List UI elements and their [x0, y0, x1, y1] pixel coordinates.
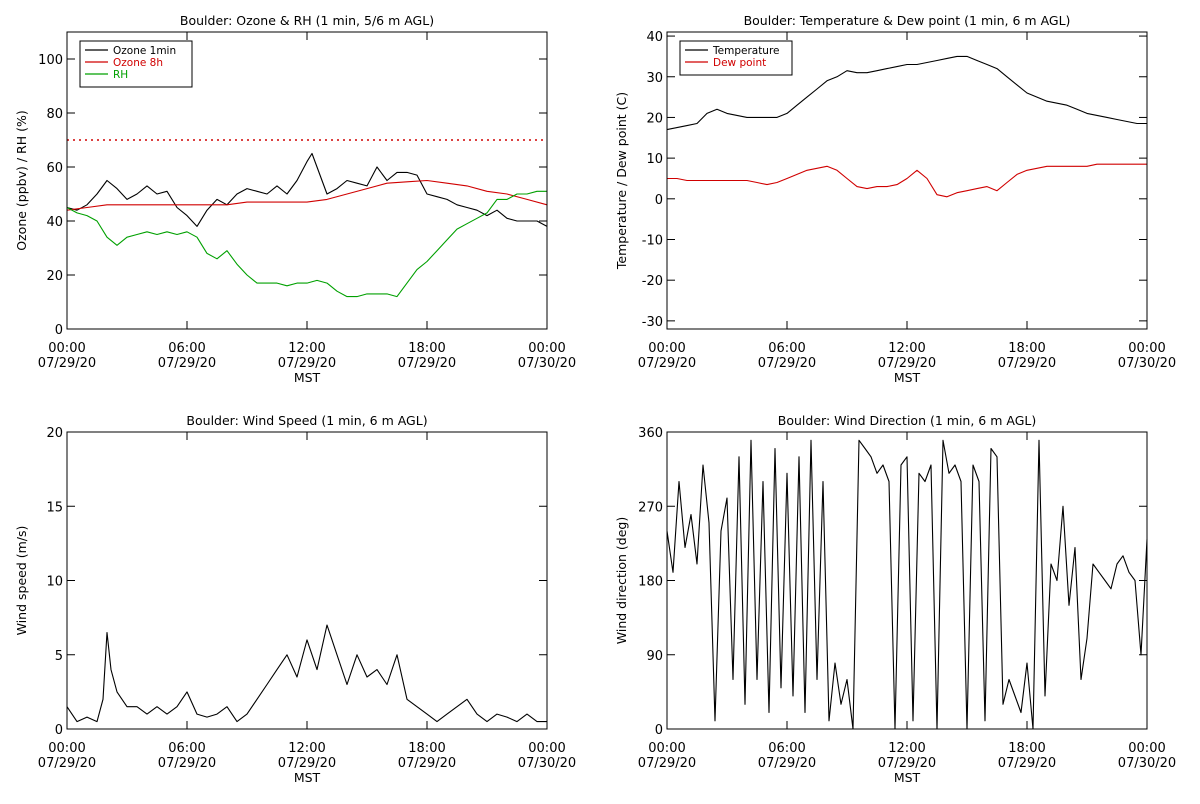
x-axis-label: MST [894, 770, 921, 785]
legend-box [79, 40, 193, 88]
x-tick-label-date: 07/29/20 [758, 756, 816, 771]
chart-panel-2: Boulder: Temperature & Dew point (1 min,… [614, 13, 1176, 385]
x-tick-label-date: 07/29/20 [638, 356, 696, 371]
y-tick-label: 180 [638, 575, 663, 590]
x-tick-label-date: 07/30/20 [1118, 356, 1176, 371]
legend-label: Temperature [712, 45, 780, 57]
series-line-1 [66, 624, 547, 723]
y-tick-label: 60 [46, 161, 63, 176]
y-tick-label: 10 [646, 152, 663, 167]
x-tick-label-time: 06:00 [168, 341, 205, 356]
x-tick-label-time: 00:00 [1128, 741, 1165, 756]
y-tick-label: -30 [642, 315, 663, 330]
x-tick-label-time: 12:00 [288, 341, 325, 356]
x-tick-label-time: 12:00 [888, 341, 925, 356]
y-tick-label: 20 [646, 111, 663, 126]
y-tick-label: 40 [646, 30, 663, 45]
y-axis-label: Wind speed (m/s) [14, 526, 29, 636]
x-tick-label-date: 07/29/20 [878, 356, 936, 371]
legend-label: RH [113, 69, 128, 81]
x-tick-label-date: 07/29/20 [158, 756, 216, 771]
chart-title: Boulder: Wind Direction (1 min, 6 m AGL) [778, 413, 1036, 428]
series-line-rh [66, 190, 547, 298]
x-tick-label-date: 07/29/20 [998, 356, 1056, 371]
x-tick-label-date: 07/29/20 [398, 756, 456, 771]
x-tick-label-time: 06:00 [768, 741, 805, 756]
y-tick-label: 20 [46, 269, 63, 284]
y-tick-label: 30 [646, 71, 663, 86]
x-tick-label-date: 07/29/20 [398, 356, 456, 371]
series-line-temperature [666, 55, 1147, 131]
legend-box [679, 40, 793, 76]
y-tick-label: 20 [46, 426, 63, 441]
y-tick-label: 0 [655, 723, 663, 738]
x-tick-label-time: 00:00 [48, 741, 85, 756]
x-tick-label-time: 06:00 [768, 341, 805, 356]
y-tick-label: 90 [646, 649, 663, 664]
chart-title: Boulder: Wind Speed (1 min, 6 m AGL) [186, 413, 427, 428]
x-tick-label-date: 07/29/20 [758, 356, 816, 371]
y-tick-label: 360 [638, 426, 663, 441]
y-tick-label: 0 [55, 723, 63, 738]
x-tick-label-time: 12:00 [888, 741, 925, 756]
series-line-ozone-8h [66, 179, 548, 211]
chart-title: Boulder: Temperature & Dew point (1 min,… [744, 13, 1071, 28]
chart-panel-3: Boulder: Wind Speed (1 min, 6 m AGL) 0 5 10… [14, 413, 576, 785]
x-tick-label-date: 07/29/20 [38, 356, 96, 371]
x-tick-label-date: 07/29/20 [638, 756, 696, 771]
y-tick-label: 0 [55, 323, 63, 338]
x-axis-label: MST [294, 370, 321, 385]
x-tick-label-date: 07/29/20 [38, 756, 96, 771]
y-tick-label: 0 [655, 193, 663, 208]
x-axis-label: MST [294, 770, 321, 785]
x-tick-label-date: 07/30/20 [518, 356, 576, 371]
x-tick-label-time: 00:00 [1128, 341, 1165, 356]
y-axis-label: Ozone (ppbv) / RH (%) [14, 110, 29, 250]
y-tick-label: 80 [46, 107, 63, 122]
y-axis-label: Temperature / Dew point (C) [614, 92, 629, 270]
y-tick-label: -10 [642, 233, 663, 248]
x-tick-label-time: 18:00 [1008, 741, 1045, 756]
x-tick-label-date: 07/29/20 [158, 356, 216, 371]
y-tick-label: 40 [46, 215, 63, 230]
x-tick-label-time: 00:00 [528, 741, 565, 756]
x-tick-label-date: 07/29/20 [278, 756, 336, 771]
x-tick-label-time: 18:00 [408, 741, 445, 756]
y-tick-label: 270 [638, 500, 663, 515]
y-tick-label: 15 [46, 500, 63, 515]
x-tick-label-date: 07/29/20 [998, 756, 1056, 771]
y-tick-label: -20 [642, 274, 663, 289]
chart-panel-1: Boulder: Ozone & RH (1 min, 5/6 m AGL) 0 2… [14, 13, 576, 385]
x-tick-label-time: 00:00 [648, 741, 685, 756]
x-tick-label-time: 12:00 [288, 741, 325, 756]
legend-label: Ozone 1min [113, 45, 176, 57]
series-line-dew-point [667, 163, 1147, 198]
x-tick-label-time: 06:00 [168, 741, 205, 756]
x-tick-label-time: 18:00 [408, 341, 445, 356]
y-tick-label: 10 [46, 575, 63, 590]
plot-frame [66, 431, 548, 730]
series-line-1 [666, 439, 1148, 730]
x-tick-label-date: 07/29/20 [878, 756, 936, 771]
y-tick-label: 5 [55, 649, 63, 664]
legend-label: Ozone 8h [113, 57, 163, 69]
chart-title: Boulder: Ozone & RH (1 min, 5/6 m AGL) [180, 13, 434, 28]
x-axis-label: MST [894, 370, 921, 385]
x-tick-label-time: 18:00 [1008, 341, 1045, 356]
x-tick-label-time: 00:00 [528, 341, 565, 356]
x-tick-label-date: 07/30/20 [518, 756, 576, 771]
y-axis-label: Wind direction (deg) [614, 517, 629, 644]
y-tick-label: 100 [38, 53, 63, 68]
legend-label: Dew point [713, 57, 766, 69]
series-line-ozone-1min [66, 152, 548, 227]
x-tick-label-time: 00:00 [648, 341, 685, 356]
x-tick-label-date: 07/30/20 [1118, 756, 1176, 771]
chart-panel-4: Boulder: Wind Direction (1 min, 6 m AGL)… [614, 413, 1176, 785]
x-tick-label-time: 00:00 [48, 341, 85, 356]
x-tick-label-date: 07/29/20 [278, 356, 336, 371]
